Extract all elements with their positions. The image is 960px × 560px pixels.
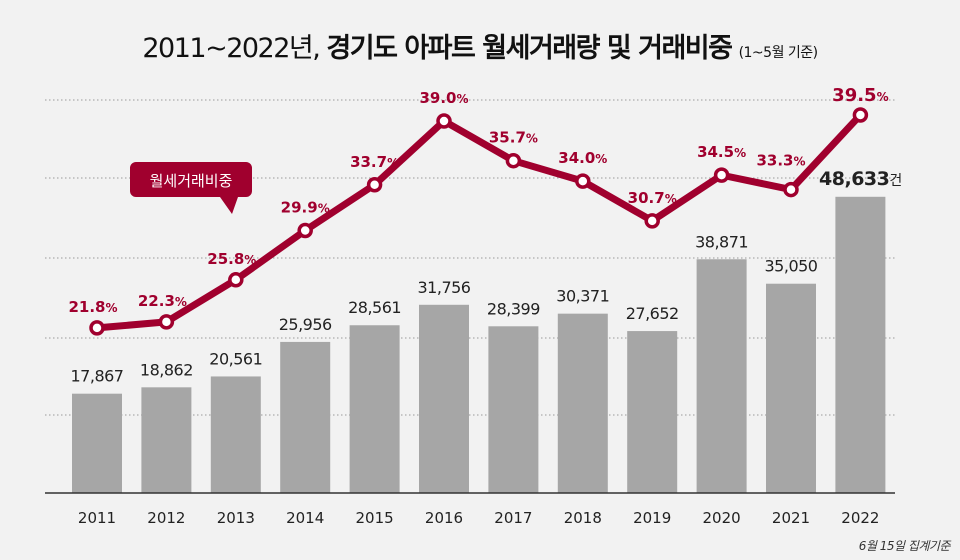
line-point bbox=[575, 173, 591, 189]
line-point bbox=[297, 222, 313, 239]
line-label: 39.0% bbox=[419, 89, 468, 107]
line-point bbox=[644, 213, 660, 229]
line-label: 39.5% bbox=[832, 85, 888, 106]
bar-label: 17,867 bbox=[71, 367, 124, 386]
chart-title: 2011~2022년, 경기도 아파트 월세거래량 및 거래비중 (1~5월 기… bbox=[142, 33, 818, 64]
line-series bbox=[96, 112, 863, 332]
line-label: 33.7% bbox=[350, 153, 399, 171]
bar-label: 30,371 bbox=[556, 287, 609, 306]
legend-label: 월세거래비중 bbox=[150, 172, 233, 190]
x-tick-label: 2015 bbox=[356, 509, 394, 527]
x-tick-label: 2016 bbox=[425, 509, 463, 527]
bar-label: 28,561 bbox=[348, 298, 401, 317]
line-point bbox=[158, 314, 175, 330]
x-tick-label: 2014 bbox=[286, 509, 324, 527]
bar-label: 18,862 bbox=[140, 360, 193, 379]
line-point bbox=[505, 152, 522, 169]
bar-2013 bbox=[210, 376, 261, 493]
bar-2015 bbox=[349, 325, 400, 493]
x-tick-label: 2022 bbox=[841, 509, 879, 527]
bar-2018 bbox=[557, 313, 608, 493]
line-point bbox=[436, 113, 452, 129]
line-point bbox=[228, 272, 244, 288]
x-tick-label: 2011 bbox=[78, 509, 116, 527]
line-label: 34.5% bbox=[697, 143, 746, 161]
bar-label: 48,633건 bbox=[819, 168, 902, 190]
line-label: 35.7% bbox=[489, 129, 538, 147]
line-point bbox=[89, 320, 105, 336]
bar-2019 bbox=[627, 331, 678, 493]
line-point bbox=[366, 177, 383, 193]
bar-2012 bbox=[141, 387, 192, 493]
bar-2020 bbox=[696, 259, 747, 493]
line-point bbox=[713, 167, 730, 183]
bar-label: 38,871 bbox=[695, 232, 748, 251]
line-label: 30.7% bbox=[628, 189, 677, 207]
bar-label: 20,561 bbox=[209, 349, 262, 368]
x-tick-label: 2021 bbox=[772, 509, 810, 527]
bar-label: 28,399 bbox=[487, 299, 540, 318]
line-point bbox=[783, 181, 799, 198]
line-label: 22.3% bbox=[138, 292, 187, 310]
bar-2016 bbox=[419, 304, 469, 493]
bar-2021 bbox=[766, 283, 816, 493]
bar-2022 bbox=[835, 196, 886, 493]
line-label: 34.0% bbox=[558, 149, 607, 167]
legend-callout bbox=[130, 162, 252, 214]
line-label: 29.9% bbox=[281, 198, 330, 216]
bar-label: 27,652 bbox=[626, 304, 679, 323]
x-tick-label: 2017 bbox=[494, 509, 532, 527]
line-label: 21.8% bbox=[68, 298, 117, 316]
line-label: 33.3% bbox=[756, 152, 805, 170]
bar-2017 bbox=[488, 326, 539, 493]
bar-2014 bbox=[280, 341, 331, 493]
x-tick-label: 2018 bbox=[564, 509, 602, 527]
x-tick-label: 2019 bbox=[633, 509, 671, 527]
x-tick-label: 2020 bbox=[703, 509, 741, 527]
footnote: 6월 15일 집계기준 bbox=[858, 539, 951, 553]
bar-label: 31,756 bbox=[418, 278, 471, 297]
line-point bbox=[852, 107, 869, 123]
x-tick-label: 2012 bbox=[147, 509, 185, 527]
bar-label: 35,050 bbox=[765, 257, 818, 276]
bar-label: 25,956 bbox=[279, 315, 332, 334]
line-label: 25.8% bbox=[207, 250, 256, 268]
x-tick-label: 2013 bbox=[217, 509, 255, 527]
bar-2011 bbox=[72, 393, 122, 493]
